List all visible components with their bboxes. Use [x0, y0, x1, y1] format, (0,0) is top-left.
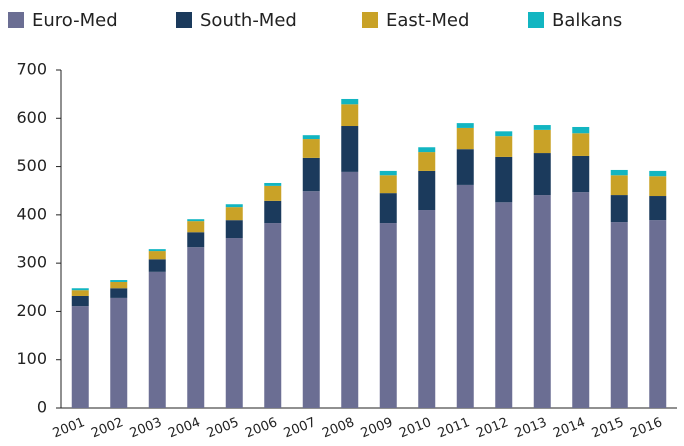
bar-segment	[418, 170, 436, 211]
bar-segment	[71, 306, 89, 408]
bar-segment	[302, 135, 320, 140]
bar-segment	[456, 123, 474, 128]
bar-segment	[495, 131, 513, 137]
bar-segment	[572, 192, 590, 408]
legend-label: Balkans	[552, 10, 622, 31]
bar-segment	[110, 288, 128, 298]
x-tick-label: 2016	[628, 415, 664, 441]
x-tick-label: 2015	[590, 415, 626, 441]
x-tick-label: 2009	[359, 415, 395, 441]
legend-swatch	[362, 12, 378, 28]
legend-label: Euro-Med	[32, 10, 118, 31]
bar-segment	[225, 207, 243, 221]
bar-segment	[225, 238, 243, 408]
x-tick-label: 2002	[89, 415, 125, 441]
y-tick-label: 300	[16, 253, 47, 272]
bar-segment	[610, 169, 628, 176]
bar-segment	[264, 185, 282, 201]
bar-segment	[418, 210, 436, 408]
bar-segment	[379, 223, 397, 408]
bar-segment	[71, 288, 89, 291]
legend-swatch	[8, 12, 24, 28]
bar-segment	[187, 232, 205, 248]
bar-segment	[187, 221, 205, 233]
x-tick-label: 2013	[513, 415, 549, 441]
x-tick-label: 2008	[320, 415, 356, 441]
y-tick-label: 400	[16, 204, 47, 223]
bar-segment	[610, 195, 628, 223]
bar-segment	[379, 170, 397, 176]
bar-segment	[110, 281, 128, 289]
bar-segment	[610, 175, 628, 196]
bar-segment	[649, 176, 667, 197]
bar-segment	[533, 153, 551, 196]
y-tick-label: 600	[16, 108, 47, 127]
bar-segment	[302, 139, 320, 158]
bar-segment	[649, 170, 667, 177]
legend-label: East-Med	[386, 10, 469, 31]
bar-segment	[110, 280, 128, 282]
legend-label: South-Med	[200, 10, 297, 31]
bar-segment	[495, 202, 513, 408]
bar-segment	[148, 251, 166, 260]
x-tick-label: 2012	[474, 415, 510, 441]
x-tick-label: 2003	[128, 415, 164, 441]
bar-segment	[572, 126, 590, 134]
bar-segment	[264, 223, 282, 408]
bar-segment	[456, 149, 474, 185]
bar-segment	[495, 156, 513, 203]
bar-segment	[418, 152, 436, 171]
y-tick-label: 700	[16, 60, 47, 79]
x-tick-label: 2005	[205, 415, 241, 441]
bar-segment	[572, 155, 590, 193]
bar-segment	[610, 222, 628, 408]
bar-segment	[71, 290, 89, 296]
bar-segment	[110, 297, 128, 408]
bar-segment	[572, 133, 590, 156]
bar-segment	[225, 204, 243, 208]
x-tick-label: 2011	[436, 415, 472, 441]
y-tick-label: 500	[16, 156, 47, 175]
bar-segment	[341, 126, 359, 172]
x-tick-label: 2014	[551, 415, 587, 441]
bar-segment	[341, 104, 359, 127]
bar-segment	[225, 220, 243, 239]
bar-segment	[264, 182, 282, 186]
bar-segment	[418, 147, 436, 153]
bar-segment	[264, 200, 282, 224]
x-tick-label: 2010	[397, 415, 433, 441]
y-tick-label: 0	[37, 398, 47, 417]
bar-segment	[302, 157, 320, 192]
bar-segment	[495, 136, 513, 157]
bar-segment	[533, 129, 551, 154]
bar-segment	[533, 125, 551, 130]
bar-segment	[187, 247, 205, 408]
x-tick-label: 2007	[282, 415, 318, 441]
y-tick-label: 100	[16, 349, 47, 368]
bar-segment	[456, 127, 474, 150]
legend-swatch	[528, 12, 544, 28]
legend-swatch	[176, 12, 192, 28]
bar-segment	[148, 249, 166, 252]
y-tick-label: 200	[16, 301, 47, 320]
bar-segment	[533, 195, 551, 408]
bar-segment	[379, 175, 397, 194]
bar-segment	[302, 191, 320, 408]
bar-segment	[187, 219, 205, 222]
x-tick-label: 2006	[243, 415, 279, 441]
bar-segment	[341, 98, 359, 105]
bar-segment	[649, 196, 667, 221]
bar-segment	[148, 259, 166, 272]
bar-segment	[456, 184, 474, 408]
x-tick-label: 2004	[166, 415, 202, 441]
bar-segment	[341, 171, 359, 408]
x-tick-label: 2001	[51, 415, 87, 441]
bar-segment	[71, 295, 89, 307]
bar-segment	[148, 271, 166, 408]
bar-segment	[649, 220, 667, 408]
bar-segment	[379, 193, 397, 224]
